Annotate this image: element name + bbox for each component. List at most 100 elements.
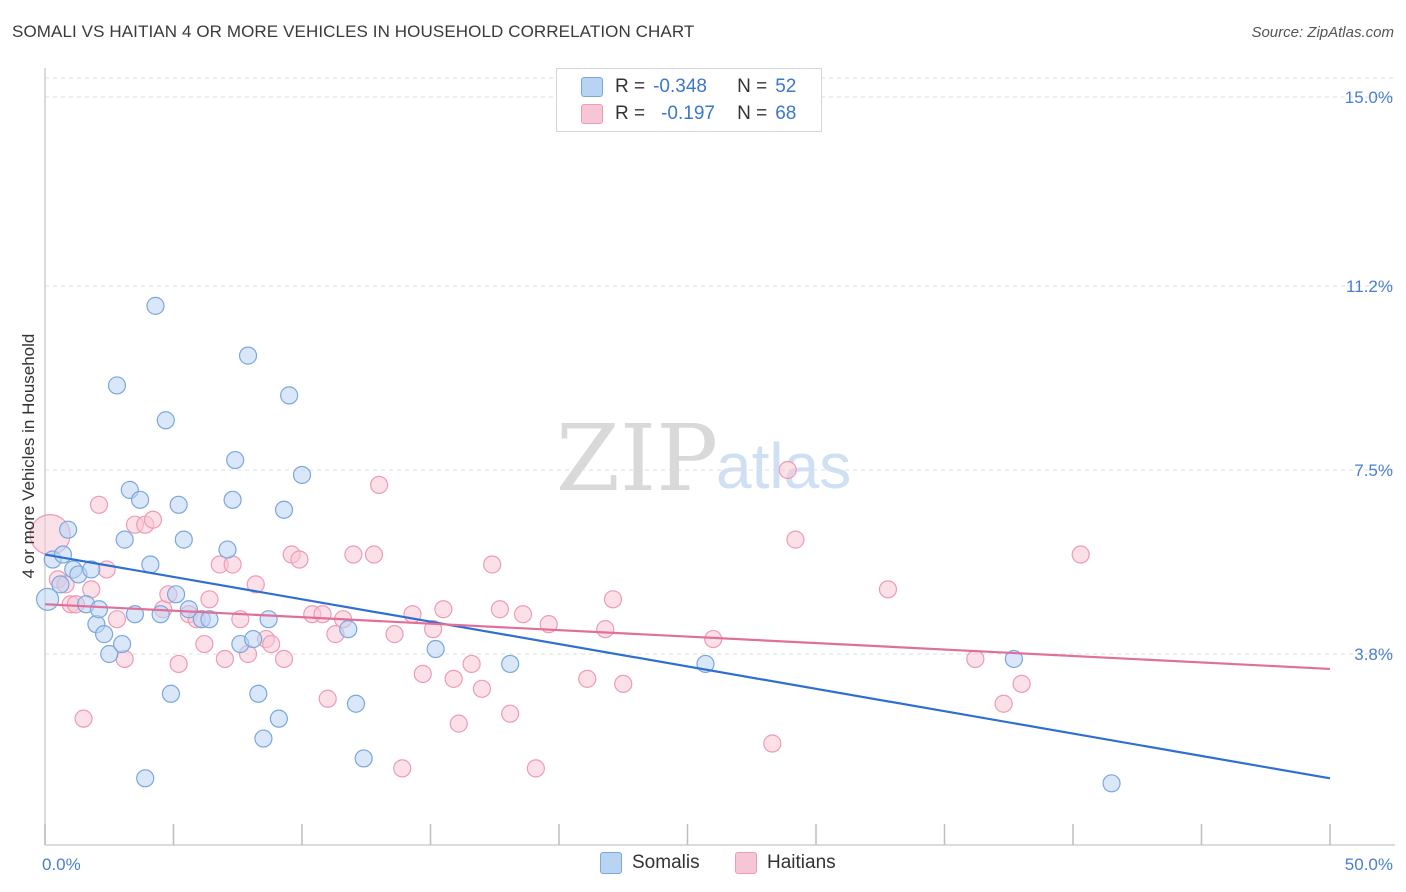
y-tick-label: 3.8% [1354,645,1393,664]
y-tick-label: 15.0% [1345,88,1393,107]
haitian-trend-line [44,603,1331,671]
somali-point [53,545,73,564]
haitian-point [195,634,214,654]
somali-trend-line [44,553,1331,780]
haitian-point [444,669,463,688]
y-axis-label: 4 or more Vehicles in Household [19,334,38,579]
haitian-point [200,590,219,609]
haitians-swatch [735,852,757,874]
haitian-point [490,600,509,619]
somali-point [51,575,70,594]
somali-point [274,500,294,519]
somali-point [244,629,263,649]
somali-point [82,560,101,579]
haitian-point [966,649,985,669]
somali-points [35,296,1121,793]
bottom-legend-somalis-label: Somalis [632,852,700,873]
watermark: ZIP atlas [556,405,851,512]
somali-r-value: -0.348 [653,76,707,97]
somali-point [156,411,175,430]
tick-labels: 15.0% 11.2% 7.5% 3.8% 0.0% 50.0% [42,88,1393,874]
haitian-point [115,649,134,669]
haitian-point [449,714,468,733]
somali-point [280,386,299,405]
somali-point [174,530,193,549]
somali-point [100,644,119,664]
haitian-point [313,605,332,624]
haitian-point [370,475,389,495]
somali-point [226,450,245,470]
somali-point [200,610,219,629]
haitian-point [393,759,412,778]
haitian-point [246,575,265,594]
haitian-point [786,530,805,549]
somali-point [354,749,373,768]
somali-n-value: 52 [775,76,797,97]
watermark-zip: ZIP [556,405,718,512]
somali-point [218,540,237,559]
grid [45,77,1395,655]
haitian-point [603,590,623,609]
haitian-point [434,600,453,619]
somali-point [1102,774,1121,793]
haitian-point [74,709,93,728]
haitian-point [413,664,432,683]
haitian-point [262,634,281,654]
somali-point [89,600,109,619]
haitian-point [215,649,234,669]
somali-point [169,495,188,514]
somali-point [141,555,160,574]
haitian-point [472,679,491,698]
legend-n-label: N = [737,76,768,97]
haitian-r-value: -0.197 [661,103,715,124]
y-tick-label: 7.5% [1354,461,1393,480]
somali-point [59,520,78,539]
haitian-point [763,734,782,753]
legend-row-somali: R = -0.348 N = 52 [581,75,796,99]
somali-point [223,490,242,509]
somali-point [161,684,181,703]
somali-point [501,654,520,674]
haitian-point [143,510,163,529]
haitian-point [274,649,294,669]
chart-title: SOMALI VS HAITIAN 4 OR MORE VEHICLES IN … [12,22,695,41]
somalis-swatch [600,852,622,874]
legend-r-label: R = [615,103,646,124]
haitian-point [462,654,481,674]
haitian-point [483,555,502,574]
somali-point [179,600,199,619]
haitian-point [89,495,109,514]
somali-point [95,625,114,644]
somali-point [269,709,288,728]
axes [44,68,1395,846]
somali-swatch [581,77,603,97]
bottom-legend-haitians-label: Haitians [767,852,836,873]
haitian-point [290,550,309,569]
somali-point [249,684,268,703]
y-tick-label: 11.2% [1346,277,1393,296]
somali-point [112,634,132,654]
haitian-point [385,625,404,644]
haitian-point [778,460,797,480]
bottom-legend-haitians: Haitians [735,852,836,874]
somali-point [107,376,127,395]
somali-point [346,694,366,713]
haitian-point [578,669,597,688]
haitian-point [1071,545,1090,564]
x-tick-label: 50.0% [1345,855,1393,874]
somali-point [254,729,273,748]
bottom-legend-somalis: Somalis [600,852,700,874]
trend-lines [44,553,1331,780]
legend-r-label: R = [615,76,646,97]
somali-point [146,296,165,315]
somali-point [339,620,358,639]
somali-point [259,610,278,629]
legend-n-label: N = [737,103,768,124]
somali-point [426,639,445,659]
somali-point [1004,649,1023,669]
haitian-n-value: 68 [775,103,797,124]
haitian-point [526,759,545,778]
haitian-point [107,610,127,629]
legend-row-haitian: R = -0.197 N = 68 [581,102,796,126]
